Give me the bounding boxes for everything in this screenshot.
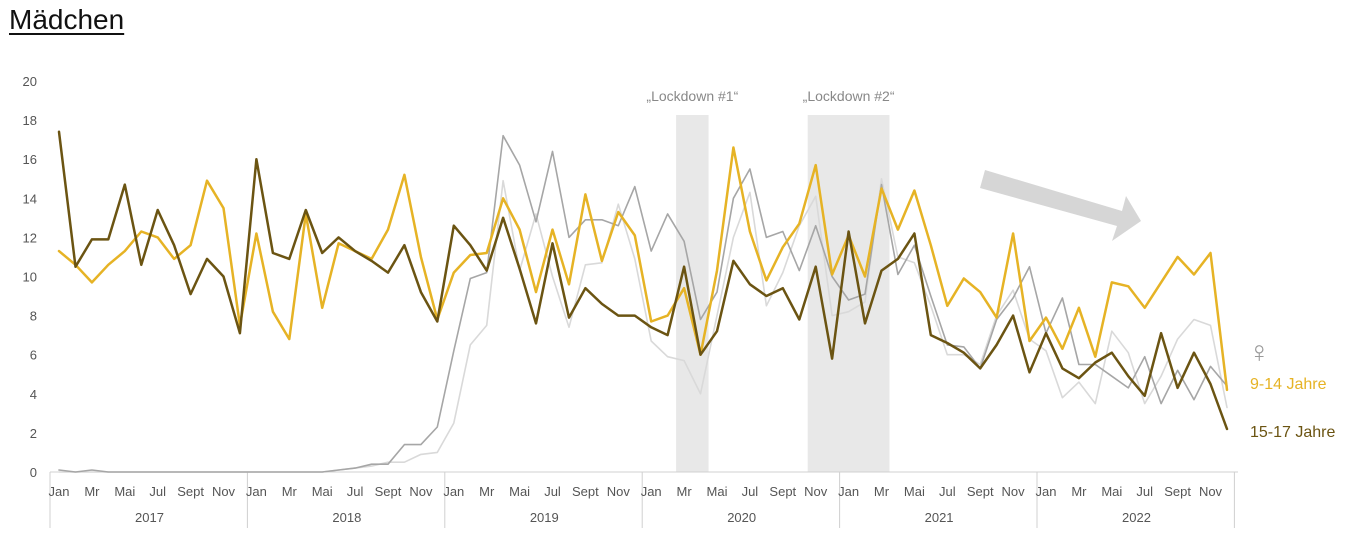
x-tick-label: Sept	[1164, 484, 1191, 499]
series-line-2	[58, 134, 1228, 473]
year-label: 2019	[530, 510, 559, 525]
x-tick-label: Jan	[1036, 484, 1057, 499]
x-tick-label: Mai	[1101, 484, 1122, 499]
x-tick-label: Mr	[84, 484, 100, 499]
series-line-3	[58, 178, 1228, 473]
x-axis	[49, 471, 1238, 528]
x-tick-label: Jan	[246, 484, 267, 499]
y-tick-label: 10	[23, 270, 37, 285]
chart-title: Mädchen	[9, 4, 125, 35]
x-tick-label: Nov	[804, 484, 828, 499]
x-tick-label: Nov	[1002, 484, 1026, 499]
lockdown-bands	[676, 115, 890, 472]
y-tick-label: 0	[30, 465, 37, 480]
year-label: 2020	[727, 510, 756, 525]
x-tick-label: Jul	[742, 484, 759, 499]
x-tick-label: Nov	[409, 484, 433, 499]
y-tick-label: 12	[23, 230, 37, 245]
x-tick-label: Jan	[49, 484, 70, 499]
x-tick-label: Jul	[149, 484, 166, 499]
x-tick-label: Sept	[375, 484, 402, 499]
x-axis-labels: Jan Mr Mai Jul Sept Nov 2017 Jan Mr Mai Jul Sept Nov…	[49, 484, 1223, 525]
x-tick-label: Mr	[479, 484, 495, 499]
year-label: 2022	[1122, 510, 1151, 525]
lockdown-label: „Lockdown #2“	[803, 88, 895, 104]
y-tick-label: 4	[30, 387, 37, 402]
series-lines	[57, 130, 1229, 473]
lockdown-label: „Lockdown #1“	[646, 88, 738, 104]
x-tick-label: Jul	[939, 484, 956, 499]
y-tick-label: 18	[23, 113, 37, 128]
year-label: 2021	[925, 510, 954, 525]
x-tick-label: Nov	[607, 484, 631, 499]
y-tick-label: 14	[23, 191, 37, 206]
x-tick-label: Mai	[312, 484, 333, 499]
year-label: 2017	[135, 510, 164, 525]
x-tick-label: Jul	[544, 484, 561, 499]
x-tick-label: Mr	[874, 484, 890, 499]
x-tick-label: Mai	[707, 484, 728, 499]
x-tick-label: Jan	[443, 484, 464, 499]
x-tick-label: Mai	[509, 484, 530, 499]
x-tick-label: Nov	[1199, 484, 1223, 499]
y-tick-label: 2	[30, 426, 37, 441]
x-tick-label: Sept	[572, 484, 599, 499]
x-tick-label: Sept	[967, 484, 994, 499]
x-tick-label: Mai	[904, 484, 925, 499]
legend-female-symbol: ♀	[1248, 336, 1271, 369]
x-tick-label: Nov	[212, 484, 236, 499]
y-tick-label: 8	[30, 309, 37, 324]
x-tick-label: Mr	[282, 484, 298, 499]
y-tick-label: 6	[30, 348, 37, 363]
series-line-1	[57, 130, 1229, 431]
year-label: 2018	[332, 510, 361, 525]
y-tick-label: 20	[23, 74, 37, 89]
y-axis: 0 2 4 6 8 10 12 14 16 18 20	[23, 74, 37, 480]
legend-label-15-17: 15-17 Jahre	[1250, 424, 1335, 441]
x-tick-label: Sept	[177, 484, 204, 499]
x-tick-label: Sept	[769, 484, 796, 499]
trend-arrow	[980, 170, 1141, 241]
x-tick-label: Jan	[641, 484, 662, 499]
annotations: „Lockdown #1“ „Lockdown #2“	[646, 88, 894, 104]
x-tick-label: Mr	[677, 484, 693, 499]
y-tick-label: 16	[23, 152, 37, 167]
series-line-0	[57, 146, 1229, 392]
x-tick-label: Jul	[1136, 484, 1153, 499]
x-tick-label: Mr	[1071, 484, 1087, 499]
x-tick-label: Mai	[114, 484, 135, 499]
legend-label-9-14: 9-14 Jahre	[1250, 376, 1327, 393]
x-tick-label: Jan	[838, 484, 859, 499]
x-tick-label: Jul	[347, 484, 364, 499]
